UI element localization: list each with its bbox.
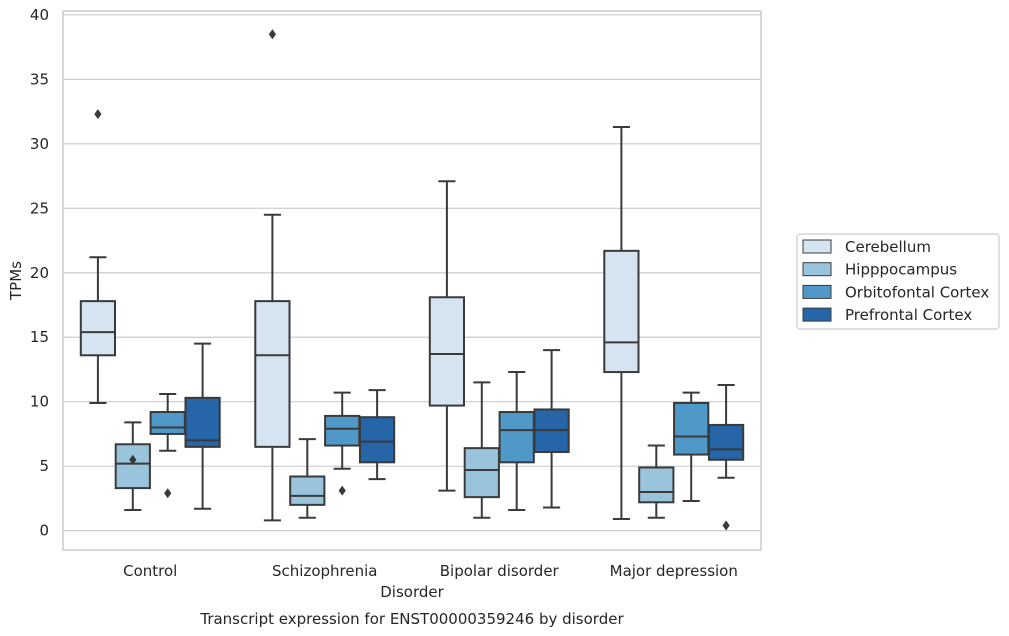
y-tick-label: 25 (30, 199, 49, 217)
legend-label: Hipppocampus (845, 261, 957, 279)
box-iqr (638, 466, 675, 504)
box-3-2 (463, 381, 500, 519)
boxes (79, 29, 745, 531)
legend-frame (796, 233, 1000, 330)
box-4-1 (603, 126, 640, 521)
legend-item: Hipppocampus (802, 261, 957, 279)
legend-swatch (802, 284, 832, 299)
x-axis-label: Disorder (380, 583, 444, 601)
outlier-point (129, 454, 137, 465)
legend-label: Orbitofontal Cortex (845, 283, 989, 301)
y-tick-label: 40 (30, 6, 49, 24)
box-iqr (603, 249, 640, 374)
legend-item: Cerebellum (802, 238, 931, 256)
box-3-1 (428, 180, 466, 492)
y-tick-label: 5 (39, 457, 49, 475)
legend-item: Prefrontal Cortex (802, 306, 972, 324)
outlier-point (338, 485, 346, 496)
box-iqr (114, 443, 151, 490)
y-tick-label: 10 (30, 393, 49, 411)
x-axis-ticks: Control Schizophrenia Bipolar disorder Majo… (123, 562, 738, 580)
box-2-1 (254, 29, 291, 522)
box-2-4 (358, 389, 396, 481)
box-3-4 (533, 349, 570, 509)
legend: Cerebellum Hipppocampus Orbitofontal Corte… (796, 233, 1000, 330)
box-1-3 (149, 392, 186, 499)
y-axis-ticks: 0 5 10 15 20 25 30 35 40 (30, 6, 49, 540)
box-iqr (463, 447, 500, 499)
box-2-3 (324, 391, 361, 496)
box-iqr (707, 423, 745, 461)
x-tick-label: Control (123, 562, 177, 580)
legend-swatch (802, 262, 832, 277)
box-4-2 (638, 444, 675, 519)
box-iqr (184, 396, 221, 448)
legend-swatch (802, 307, 832, 322)
box-1-4 (184, 342, 221, 510)
box-iqr (428, 296, 466, 407)
box-1-1 (79, 109, 117, 404)
box-2-2 (289, 438, 326, 519)
box-iqr (324, 414, 361, 447)
y-tick-label: 30 (30, 135, 49, 153)
legend-label: Prefrontal Cortex (845, 306, 972, 324)
legend-label: Cerebellum (845, 238, 931, 256)
box-iqr (254, 300, 291, 448)
box-iqr (358, 416, 396, 464)
legend-swatch (802, 239, 832, 254)
box-iqr (673, 402, 710, 456)
grid-lines (63, 14, 761, 532)
x-tick-label: Bipolar disorder (440, 562, 560, 580)
box-iqr (149, 411, 186, 435)
x-tick-label: Major depression (610, 562, 738, 580)
outlier-point (164, 488, 172, 499)
y-axis-label: TPMs (7, 261, 25, 301)
y-tick-label: 0 (39, 522, 49, 540)
box-iqr (289, 475, 326, 506)
box-3-3 (498, 371, 535, 512)
box-4-4 (707, 383, 745, 531)
y-tick-label: 35 (30, 70, 49, 88)
box-iqr (498, 411, 535, 464)
outlier-point (94, 109, 102, 120)
outlier-point (268, 29, 276, 40)
box-iqr (79, 300, 117, 357)
outlier-point (722, 520, 730, 531)
x-tick-label: Schizophrenia (272, 562, 377, 580)
legend-item: Orbitofontal Cortex (802, 283, 989, 301)
chart-caption: Transcript expression for ENST0000035924… (199, 610, 624, 628)
box-4-3 (673, 391, 710, 502)
y-tick-label: 20 (30, 264, 49, 282)
plot-area-frame (62, 10, 762, 551)
y-tick-label: 15 (30, 328, 49, 346)
box-1-2 (114, 421, 151, 512)
